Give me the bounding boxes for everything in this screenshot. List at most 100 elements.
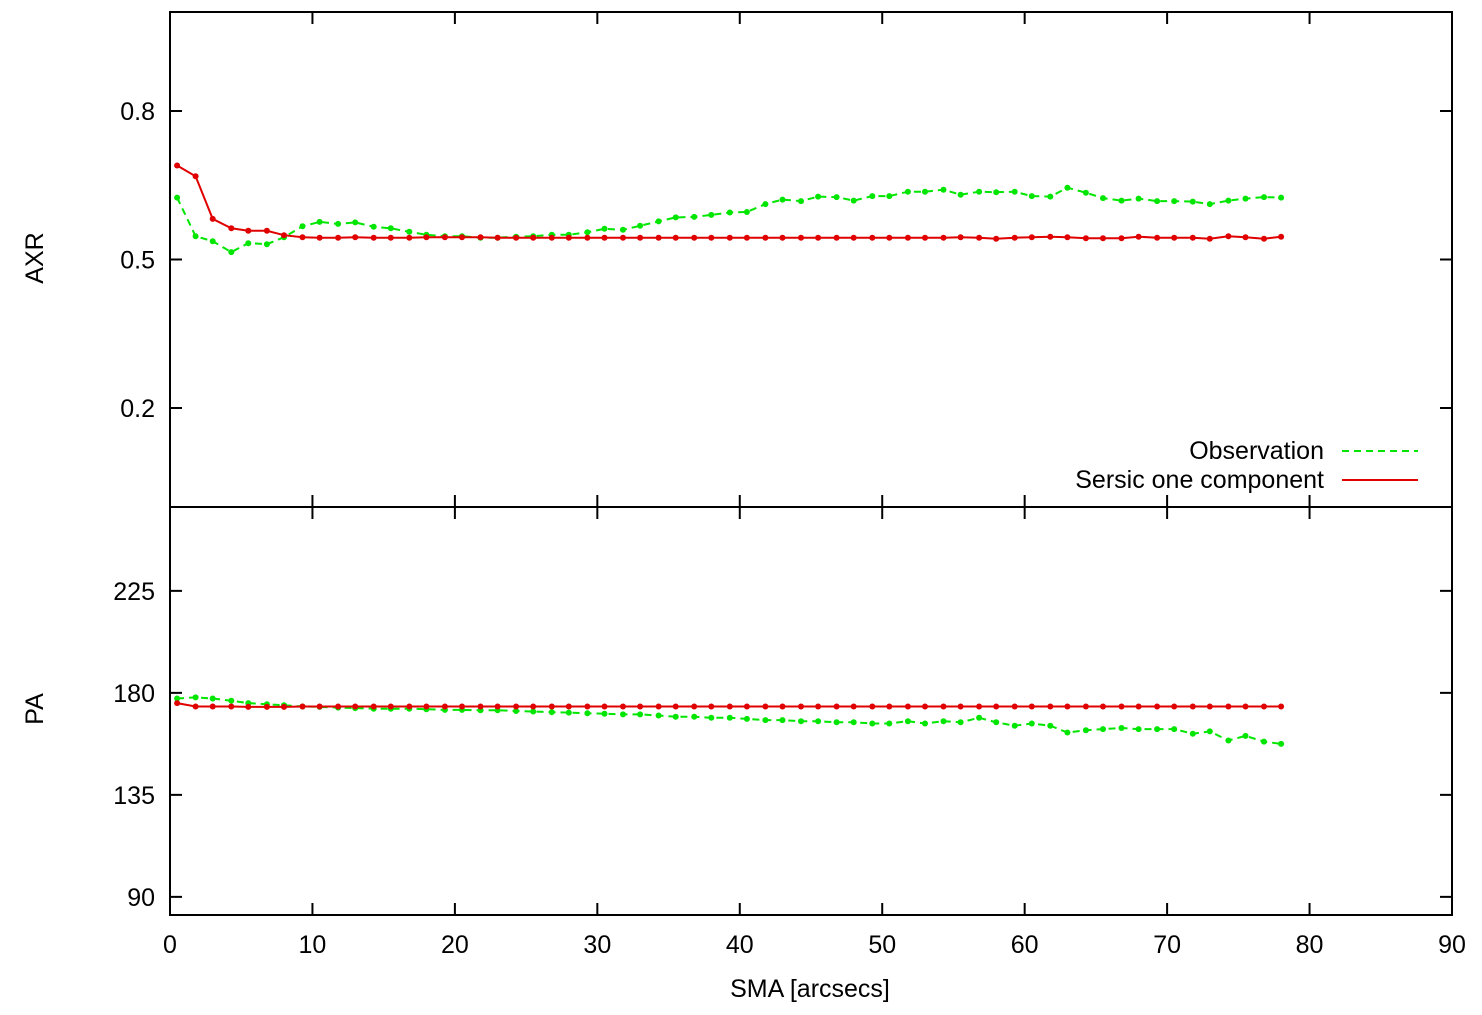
axr-plot-frame: [169, 11, 1453, 508]
pa-sersic-point: [957, 703, 964, 710]
axr-sersic-point: [263, 227, 270, 234]
pa-observation-point: [584, 710, 591, 717]
axr-observation-point: [904, 188, 911, 195]
axr-observation-point: [584, 229, 591, 236]
axr-sersic-point: [1171, 234, 1178, 241]
axr-sersic-point: [299, 234, 306, 241]
axr-sersic-point: [1064, 234, 1071, 241]
pa-sersic-point: [672, 703, 679, 710]
axr-sersic-point: [1206, 235, 1213, 242]
axr-observation-point: [976, 188, 983, 195]
pa-sersic-point: [530, 703, 537, 710]
pa-sersic-point: [1154, 703, 1161, 710]
axr-sersic-point: [1100, 235, 1106, 242]
axr-sersic-point: [174, 162, 181, 169]
pa-observation-point: [976, 714, 983, 721]
axr-observation-point: [779, 196, 786, 203]
pa-observation-point: [815, 718, 822, 725]
pa-observation-point: [743, 715, 750, 722]
axr-observation-point: [850, 197, 857, 204]
pa-sersic-point: [779, 703, 786, 710]
axr-observation-point: [335, 220, 342, 227]
axr-sersic-point: [940, 234, 947, 241]
pa-observation-point: [1100, 726, 1106, 733]
pa-sersic-point: [601, 703, 608, 710]
pa-sersic-point: [833, 703, 840, 710]
x-tick-label: 70: [1153, 931, 1181, 959]
pa-y-tick-label: 135: [113, 782, 155, 810]
axr-observation-point: [1206, 201, 1213, 208]
pa-panel: 90 135 180 225 0 10 20 30 40 50 60 70 80 90: [113, 506, 1466, 959]
axr-observation-line: [176, 186, 1282, 254]
axr-observation-point: [691, 213, 698, 220]
pa-observation-point: [798, 718, 804, 725]
legend-label-observation: Observation: [1189, 437, 1324, 465]
axr-sersic-point: [779, 234, 786, 241]
axr-observation-point: [299, 223, 306, 230]
axr-sersic-point: [743, 234, 750, 241]
axr-observation-point: [833, 194, 840, 201]
axr-sersic-point: [1225, 233, 1232, 240]
x-tick-label: 20: [441, 931, 469, 959]
axr-sersic-point: [1118, 235, 1125, 242]
pa-observation-point: [174, 695, 181, 702]
pa-sersic-point: [798, 703, 804, 710]
axr-observation-point: [245, 240, 252, 247]
pa-sersic-point: [691, 703, 698, 710]
pa-observation-point: [209, 695, 216, 702]
axr-sersic-point: [850, 234, 857, 241]
pa-sersic-point: [1189, 703, 1196, 710]
pa-sersic-point: [352, 703, 359, 710]
axr-observation-point: [1064, 184, 1071, 191]
axr-sersic-point: [477, 234, 484, 241]
pa-sersic-point: [850, 703, 857, 710]
pa-sersic-point: [1082, 703, 1089, 710]
axr-observation-point: [940, 186, 947, 193]
axr-observation-point: [406, 228, 413, 235]
pa-sersic-point: [316, 703, 323, 710]
pa-sersic-point: [1047, 703, 1054, 710]
axr-sersic-point: [1154, 234, 1161, 241]
pa-plot-frame: [169, 506, 1453, 916]
x-tick-label: 80: [1296, 931, 1324, 959]
axr-observation-point: [993, 189, 1000, 196]
pa-observation-point: [601, 710, 608, 717]
pa-sersic-point: [441, 703, 448, 710]
pa-observation-point: [672, 713, 679, 720]
x-axis-title: SMA [arcsecs]: [730, 975, 890, 1003]
axr-y-tick-label: 0.2: [120, 395, 155, 423]
axr-sersic-point: [993, 235, 1000, 242]
axr-sersic-point: [869, 234, 876, 241]
axr-observation-point: [263, 241, 270, 248]
axr-observation-point: [1189, 198, 1196, 205]
pa-observation-point: [620, 711, 626, 718]
pa-sersic-point: [245, 703, 252, 710]
pa-sersic-point: [584, 703, 591, 710]
pa-observation-point: [1118, 725, 1125, 731]
axr-sersic-point: [1189, 234, 1196, 241]
axr-sersic-point: [726, 234, 733, 241]
pa-observation-point: [1171, 726, 1178, 733]
pa-observation-point: [1261, 738, 1267, 745]
axr-sersic-point: [922, 234, 928, 241]
axr-observation-point: [174, 194, 181, 201]
axr-sersic-point: [637, 234, 644, 241]
pa-y-tick-label: 90: [127, 884, 155, 912]
pa-observation-point: [228, 697, 235, 704]
axr-observation-point: [726, 209, 733, 216]
axr-observation-point: [743, 209, 750, 215]
axr-sersic-point: [1011, 234, 1018, 241]
pa-observation-point: [957, 719, 964, 726]
pa-observation-point: [1242, 732, 1249, 739]
axr-sersic-point: [209, 215, 216, 222]
pa-observation-point: [1189, 730, 1196, 737]
y-axis-title-axr: AXR: [21, 232, 49, 283]
pa-sersic-point: [869, 703, 876, 710]
axr-sersic-point: [406, 234, 413, 241]
pa-sersic-point: [459, 703, 465, 710]
pa-observation-point: [192, 694, 199, 701]
pa-sersic-point: [655, 703, 662, 710]
legend: Observation Sersic one component: [1075, 437, 1418, 494]
pa-sersic-point: [922, 703, 928, 710]
pa-observation-point: [779, 717, 786, 724]
